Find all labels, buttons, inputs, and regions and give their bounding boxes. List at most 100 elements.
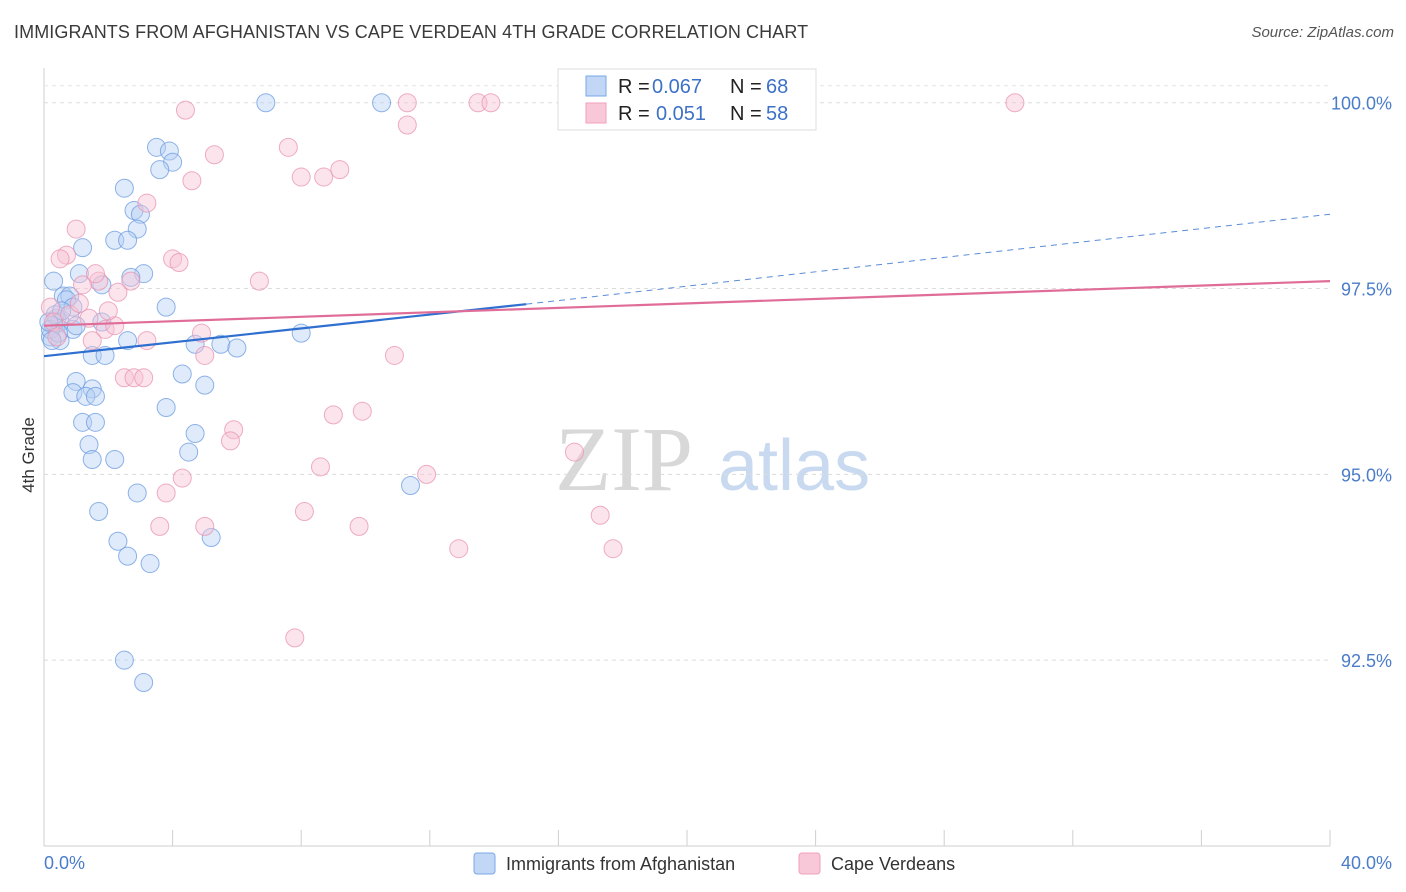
data-point — [195, 375, 215, 395]
x-tick-label-min: 0.0% — [44, 853, 85, 873]
data-point — [310, 457, 330, 477]
legend-n-label-pink: N = — [730, 103, 762, 125]
data-point — [79, 308, 99, 328]
watermark-atlas: atlas — [718, 426, 870, 506]
data-point — [227, 338, 247, 358]
data-point — [150, 160, 170, 180]
x-tick-label-max: 40.0% — [1341, 853, 1392, 873]
watermark-zip: ZIP — [555, 408, 693, 510]
data-point — [69, 293, 89, 313]
legend-swatch-pink — [585, 102, 607, 124]
data-point — [85, 412, 105, 432]
data-point — [195, 516, 215, 536]
data-point — [121, 271, 141, 291]
legend-r-value-blue: 0.067 — [652, 76, 702, 98]
data-point — [105, 450, 125, 469]
data-point — [50, 331, 70, 351]
data-point — [169, 253, 189, 273]
data-point — [73, 275, 93, 295]
data-point — [590, 505, 610, 525]
data-point — [118, 546, 138, 566]
data-point — [82, 450, 102, 469]
data-point — [182, 171, 202, 191]
legend-swatch-blue — [585, 75, 607, 97]
data-point — [130, 204, 150, 224]
series-cape-verdean-points — [40, 93, 1025, 648]
chart-source: Source: ZipAtlas.com — [1251, 24, 1394, 41]
y-tick-label: 95.0% — [1341, 465, 1392, 485]
data-point — [603, 539, 623, 559]
data-point — [69, 264, 89, 284]
data-point — [156, 397, 176, 417]
data-point — [397, 115, 417, 135]
trend-line-cape-verdean — [43, 280, 1331, 327]
data-point — [211, 334, 231, 354]
stats-legend: R = 0.067 N = 68 R = 0.051 N = 58 — [557, 68, 817, 131]
data-point — [95, 319, 115, 339]
data-point — [60, 286, 80, 306]
data-point — [159, 141, 179, 161]
data-point — [156, 483, 176, 503]
legend-n-value-pink: 58 — [766, 103, 788, 125]
data-point — [278, 137, 298, 157]
legend-r-value-pink: 0.051 — [656, 103, 706, 125]
data-point — [118, 230, 138, 250]
data-point — [285, 628, 305, 648]
series-legend: Immigrants from Afghanistan Cape Verdean… — [473, 852, 955, 875]
data-point — [185, 423, 205, 443]
data-point — [323, 405, 343, 425]
trend-lines — [43, 213, 1331, 358]
data-point — [89, 502, 109, 522]
data-point — [98, 301, 118, 321]
data-point — [114, 178, 134, 198]
data-point — [114, 368, 134, 388]
data-point — [60, 305, 80, 325]
data-point — [179, 442, 199, 462]
data-point — [201, 528, 221, 548]
data-point — [124, 368, 144, 388]
data-point — [108, 282, 128, 302]
data-point — [66, 371, 86, 391]
data-point — [40, 297, 60, 317]
data-point — [195, 345, 215, 365]
legend-swatch-afghanistan — [473, 852, 496, 875]
data-point — [314, 167, 334, 187]
data-point — [401, 476, 421, 496]
data-point — [349, 516, 369, 536]
data-point — [204, 145, 224, 165]
data-point — [330, 160, 350, 180]
y-tick-label: 97.5% — [1341, 280, 1392, 300]
data-point — [114, 650, 134, 670]
data-point — [118, 331, 138, 351]
data-point — [57, 290, 77, 310]
legend-n-label-blue: N = — [730, 76, 762, 98]
data-point — [134, 672, 154, 692]
legend-r-label-blue: R = — [618, 76, 650, 98]
data-point — [47, 327, 67, 347]
data-point — [85, 264, 105, 284]
data-point — [79, 435, 99, 455]
data-point — [82, 331, 102, 351]
data-point — [53, 286, 73, 306]
data-point — [372, 93, 392, 113]
legend-label-cape-verdean: Cape Verdeans — [831, 854, 955, 874]
gridlines — [44, 85, 1330, 661]
data-point — [291, 167, 311, 187]
data-point — [50, 249, 70, 269]
data-point — [352, 401, 372, 421]
data-point — [63, 383, 83, 403]
data-point — [417, 464, 437, 484]
y-tick-label: 92.5% — [1341, 651, 1392, 671]
data-point — [256, 93, 276, 113]
legend-swatch-cape-verdean — [798, 852, 821, 875]
data-point — [397, 93, 417, 113]
data-point — [172, 364, 192, 384]
data-point — [384, 345, 404, 365]
y-tick-label: 100.0% — [1331, 94, 1392, 114]
data-point — [249, 271, 269, 291]
chart-title: IMMIGRANTS FROM AFGHANISTAN VS CAPE VERD… — [14, 22, 809, 42]
x-ticks — [43, 830, 1331, 846]
watermark: ZIP atlas — [555, 408, 870, 510]
data-point — [85, 386, 105, 406]
